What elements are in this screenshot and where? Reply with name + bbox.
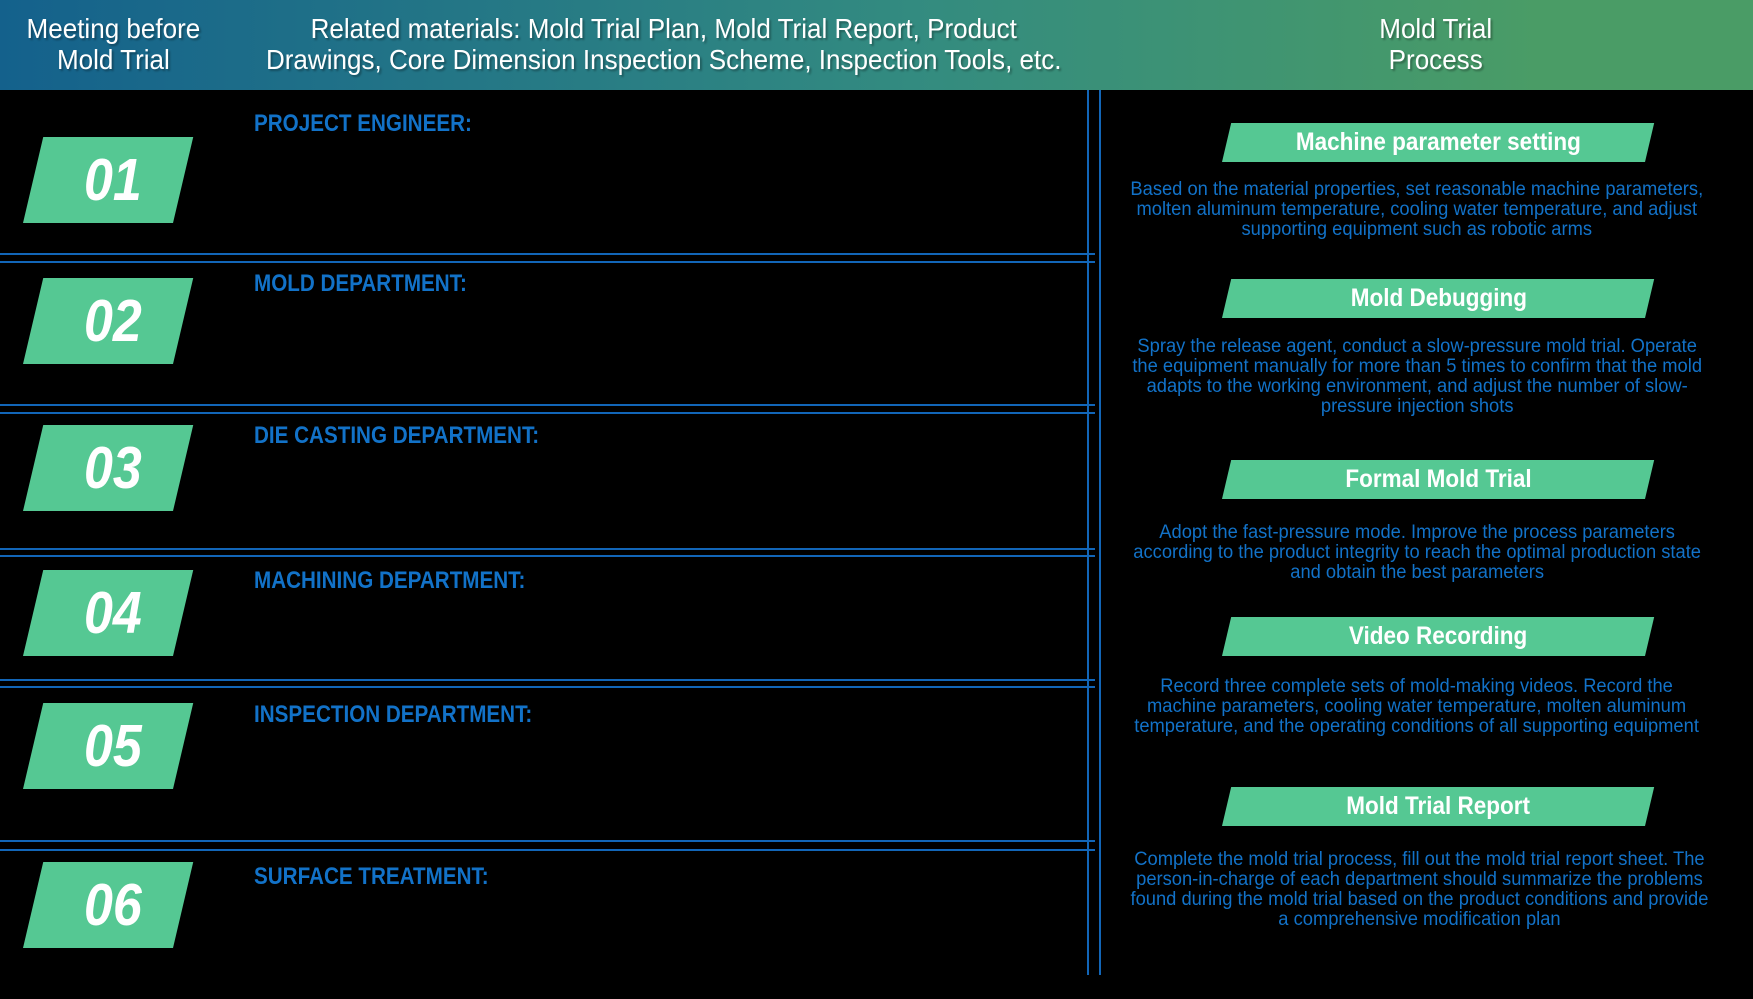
department-heading: MOLD DEPARTMENT:: [254, 270, 467, 297]
department-heading: INSPECTION DEPARTMENT:: [254, 701, 533, 728]
process-step-description: Based on the material properties, set re…: [1130, 179, 1704, 240]
header-bar: Meeting before Mold Trial Related materi…: [0, 0, 1753, 90]
row-divider-line: [0, 555, 1095, 557]
row-divider-line: [0, 840, 1095, 842]
process-step-title: Mold Trial Report: [1346, 792, 1531, 820]
row-divider-line: [0, 404, 1095, 406]
department-heading: DIE CASTING DEPARTMENT:: [254, 422, 540, 449]
department-heading: SURFACE TREATMENT:: [254, 863, 489, 890]
process-step-title: Formal Mold Trial: [1345, 465, 1532, 493]
step-number: 04: [84, 580, 142, 646]
row-divider-line: [0, 412, 1095, 414]
row-divider-line: [0, 261, 1095, 263]
process-step-title: Machine parameter setting: [1295, 128, 1582, 156]
step-number: 03: [84, 435, 142, 501]
process-step-description: Adopt the fast-pressure mode. Improve th…: [1133, 522, 1701, 583]
header-left-title: Meeting before Mold Trial: [26, 13, 201, 75]
department-heading: PROJECT ENGINEER:: [254, 110, 472, 137]
process-step-description: Complete the mold trial process, fill ou…: [1130, 849, 1709, 930]
department-heading: MACHINING DEPARTMENT:: [254, 567, 526, 594]
row-divider-line: [0, 849, 1095, 851]
row-divider-line: [0, 253, 1095, 255]
row-divider-line: [0, 686, 1095, 688]
panel-separator-line: [1099, 90, 1101, 975]
process-step-description: Spray the release agent, conduct a slow-…: [1132, 336, 1702, 417]
panel-separator-line: [1087, 90, 1089, 975]
step-number: 06: [84, 872, 142, 938]
header-right-title: Mold Trial Process: [1379, 13, 1493, 75]
process-step-title: Mold Debugging: [1350, 284, 1527, 312]
step-number: 05: [84, 713, 142, 779]
step-number: 02: [84, 288, 142, 354]
header-center-title: Related materials: Mold Trial Plan, Mold…: [266, 13, 1062, 75]
row-divider-line: [0, 548, 1095, 550]
step-number: 01: [84, 147, 142, 213]
row-divider-line: [0, 679, 1095, 681]
process-step-title: Video Recording: [1349, 622, 1528, 650]
process-step-description: Record three complete sets of mold-makin…: [1134, 676, 1700, 737]
